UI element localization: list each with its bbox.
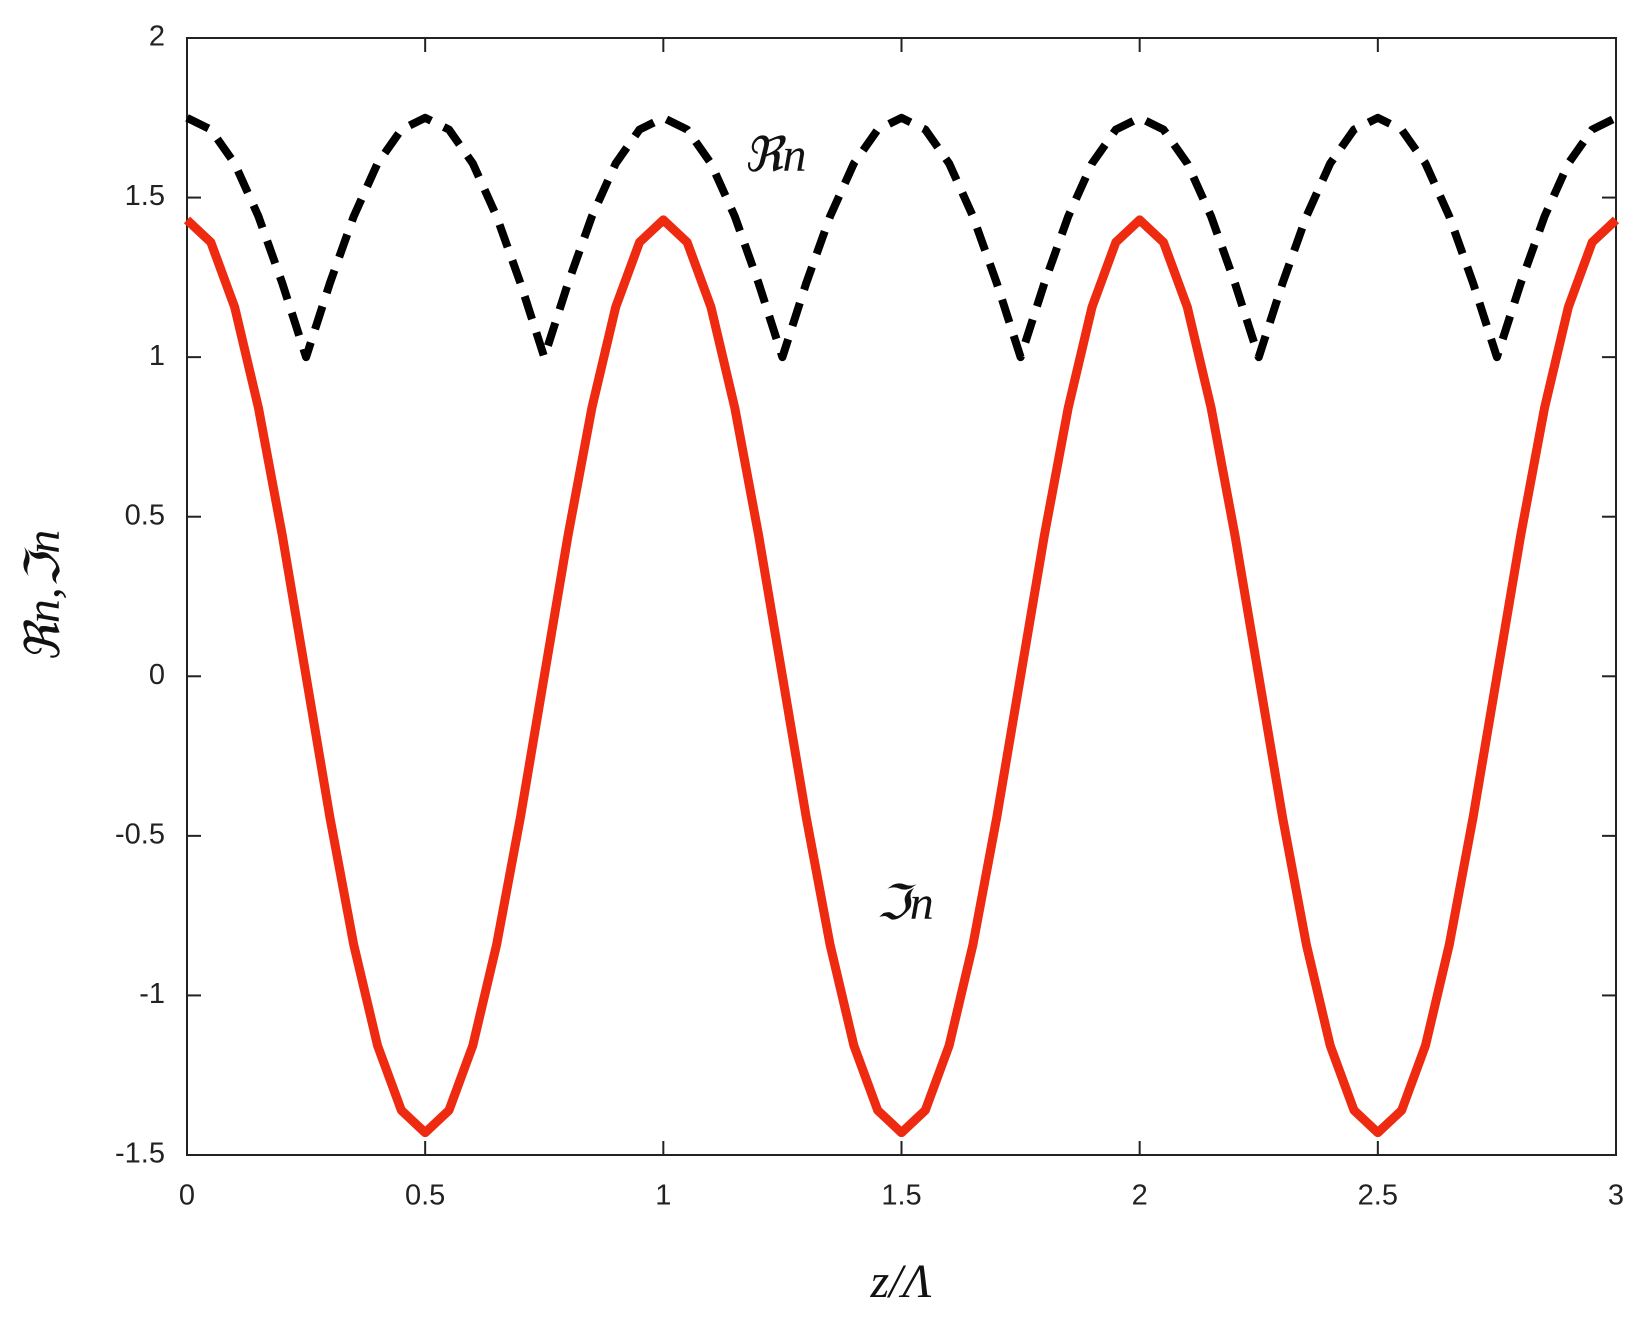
x-tick-label: 1 (655, 1180, 671, 1212)
plot-frame (186, 37, 1617, 1156)
y-tick-label: -0.5 (115, 819, 165, 851)
x-tick-label: 2 (1132, 1180, 1148, 1212)
series-line (183, 215, 1620, 1138)
x-tick-label: 0.5 (405, 1180, 445, 1212)
x-tick-label: 0 (179, 1180, 195, 1212)
y-tick-label: -1.5 (115, 1138, 165, 1170)
y-tick-label: 1 (149, 340, 165, 372)
y-tick-label: -1 (139, 978, 165, 1010)
x-tick-label: 2.5 (1358, 1180, 1398, 1212)
y-tick-label: 1.5 (125, 180, 165, 212)
series-label: ℑn (876, 877, 933, 930)
x-tick-label: 3 (1608, 1180, 1624, 1212)
series-label: ℜn (743, 129, 806, 182)
y-tick-label: 2 (149, 21, 165, 53)
y-axis-label: ℜn,ℑn (17, 530, 70, 663)
x-axis-label: z/Λ (869, 1255, 931, 1308)
y-tick-label: 0 (149, 659, 165, 691)
series-line (185, 113, 1618, 362)
x-tick-label: 1.5 (881, 1180, 921, 1212)
y-tick-label: 0.5 (125, 499, 165, 531)
